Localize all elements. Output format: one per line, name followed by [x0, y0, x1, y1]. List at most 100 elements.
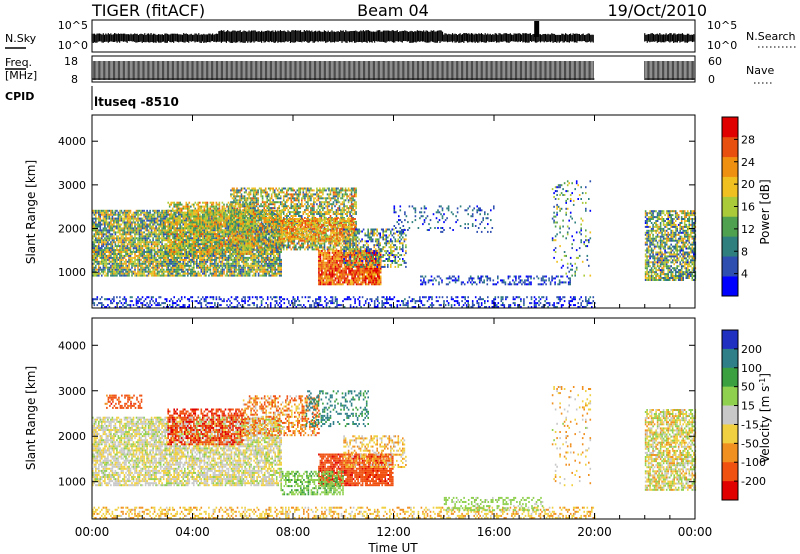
data-cell — [187, 256, 189, 259]
data-cell — [144, 223, 147, 226]
data-cell — [184, 235, 186, 238]
data-cell — [161, 249, 163, 252]
data-cell — [180, 244, 183, 247]
cpid-value: ltuseq -8510 — [94, 95, 179, 109]
data-cell — [182, 253, 185, 255]
data-cell — [152, 264, 154, 267]
data-cell — [221, 235, 224, 238]
data-cell — [268, 256, 270, 259]
data-cell — [194, 219, 197, 222]
data-cell — [220, 270, 222, 273]
data-cell — [275, 209, 278, 212]
data-cell — [208, 225, 210, 228]
data-cell — [158, 239, 160, 242]
data-cell — [248, 272, 251, 275]
data-cell — [122, 245, 124, 248]
data-cell — [116, 272, 118, 275]
data-cell — [205, 223, 207, 226]
data-cell — [177, 229, 180, 232]
data-cell — [141, 241, 144, 244]
data-cell — [138, 217, 141, 220]
data-cell — [202, 225, 204, 228]
data-cell — [140, 237, 142, 240]
data-cell — [205, 246, 207, 249]
data-cell — [156, 219, 159, 222]
data-cell — [149, 225, 151, 228]
data-cell — [208, 248, 210, 251]
data-cell — [99, 225, 102, 228]
data-cell — [120, 249, 123, 252]
data-cell — [167, 247, 169, 250]
data-cell — [119, 231, 121, 234]
data-cell — [180, 211, 183, 214]
data-cell — [150, 229, 153, 232]
data-cell — [156, 217, 159, 220]
data-cell — [129, 262, 132, 265]
data-cell — [162, 251, 165, 253]
data-cell — [167, 223, 169, 226]
data-cell — [161, 225, 163, 228]
data-cell — [170, 243, 172, 246]
data-cell — [149, 264, 151, 267]
data-cell — [99, 260, 102, 263]
data-cell — [199, 201, 201, 204]
freq-label: Freq. — [5, 56, 32, 69]
data-cell — [179, 213, 181, 216]
data-cell — [162, 254, 165, 257]
data-cell — [150, 274, 153, 277]
data-cell — [236, 260, 239, 263]
data-cell — [197, 223, 200, 226]
data-cell — [116, 217, 118, 220]
data-cell — [202, 229, 204, 232]
data-cell — [108, 235, 111, 238]
data-cell — [173, 249, 175, 252]
data-cell — [194, 233, 197, 236]
data-cell — [147, 235, 150, 238]
data-cell — [153, 268, 156, 271]
data-cell — [173, 213, 175, 216]
data-cell — [117, 237, 120, 240]
data-cell — [102, 213, 105, 216]
data-cell — [128, 262, 130, 265]
data-cell — [205, 201, 207, 204]
data-cell — [202, 215, 204, 218]
data-cell — [143, 243, 145, 246]
data-cell — [206, 235, 209, 238]
data-cell — [211, 217, 213, 220]
data-cell — [174, 235, 177, 238]
data-cell — [138, 227, 141, 230]
data-cell — [131, 256, 133, 259]
data-cell — [108, 209, 111, 212]
data-cell — [176, 264, 178, 267]
data-cell — [182, 262, 185, 265]
data-cell — [147, 256, 150, 259]
data-cell — [173, 219, 175, 222]
data-cell — [184, 207, 186, 210]
data-cell — [224, 266, 227, 269]
data-cell — [259, 233, 261, 236]
data-cell — [129, 237, 132, 240]
data-cell — [96, 251, 99, 253]
data-cell — [214, 264, 216, 267]
data-cell — [280, 262, 282, 265]
data-cell — [205, 205, 207, 208]
data-cell — [177, 270, 180, 273]
data-cell — [107, 231, 109, 234]
data-cell — [196, 219, 198, 222]
data-cell — [184, 272, 186, 275]
data-cell — [155, 225, 157, 228]
data-cell — [229, 247, 231, 250]
data-cell — [138, 241, 141, 244]
data-cell — [233, 253, 236, 255]
data-cell — [202, 258, 204, 261]
data-cell — [235, 251, 237, 253]
data-cell — [233, 249, 236, 252]
data-cell — [137, 211, 139, 214]
data-cell — [93, 235, 96, 238]
data-cell — [229, 268, 231, 271]
data-cell — [193, 237, 195, 240]
data-cell — [176, 246, 178, 249]
data-cell — [134, 229, 136, 232]
data-cell — [143, 235, 145, 238]
